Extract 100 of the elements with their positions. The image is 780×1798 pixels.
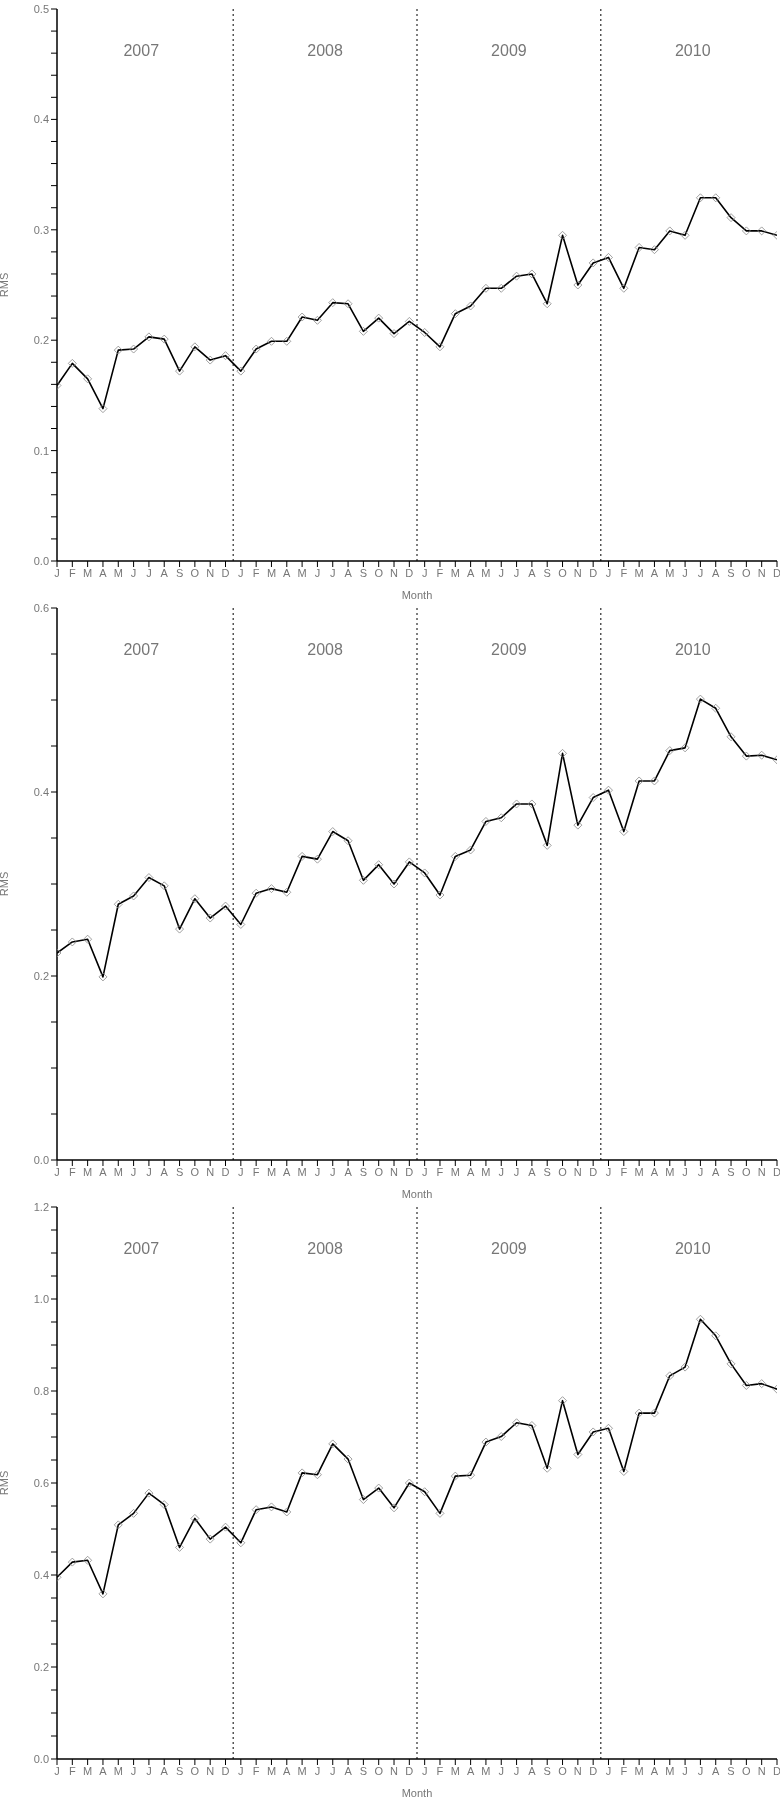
x-tick-label: J [54, 1165, 60, 1178]
x-tick-label: O [374, 1165, 384, 1178]
x-tick-label: J [682, 1165, 688, 1178]
annotation: 2010 [673, 42, 712, 60]
x-tick-label: S [175, 1165, 184, 1178]
x-tick-label: M [266, 566, 277, 579]
x-tick-label: M [481, 1764, 491, 1777]
x-tick-label: N [206, 1165, 215, 1178]
x-tick-label: M [450, 1165, 460, 1178]
x-tick-label: M [297, 1165, 307, 1178]
annotation: 2008 [306, 641, 344, 659]
x-tick-label: D [221, 566, 230, 579]
x-tick-label: F [436, 1764, 444, 1777]
annotation: 2009 [490, 641, 528, 659]
x-tick-label: O [190, 566, 200, 579]
x-tick-label: A [160, 566, 169, 579]
x-tick-label: A [712, 1165, 721, 1178]
x-tick-label: D [589, 1165, 598, 1178]
y-tick-label: 0.2 [33, 334, 49, 347]
x-tick-label: F [252, 1764, 260, 1777]
x-axis-title: Month [401, 1188, 433, 1200]
y-tick-label: 0.3 [33, 223, 49, 236]
x-tick-label: O [374, 1764, 384, 1777]
x-tick-label: S [359, 1764, 368, 1777]
x-tick-label: D [405, 1764, 414, 1777]
x-tick-label: A [528, 566, 537, 579]
x-tick-label: J [54, 566, 60, 579]
x-tick-label: J [421, 566, 428, 579]
x-tick-label: M [83, 1165, 93, 1178]
x-tick-label: J [329, 1165, 336, 1178]
x-tick-label: M [113, 566, 123, 579]
x-tick-label: A [528, 1165, 537, 1178]
y-axis-title: RMS [0, 871, 10, 897]
x-tick-label: M [83, 566, 93, 579]
x-tick-label: M [297, 566, 307, 579]
x-tick-label: J [329, 566, 336, 579]
x-tick-label: O [742, 1165, 752, 1178]
x-tick-label: J [513, 1764, 520, 1777]
x-tick-label: M [450, 1764, 460, 1777]
x-tick-label: A [650, 1165, 659, 1178]
x-tick-label: J [697, 1165, 704, 1178]
x-tick-label: A [466, 566, 475, 579]
x-tick-label: J [697, 566, 704, 579]
x-tick-label: A [99, 566, 108, 579]
x-tick-label: F [620, 566, 628, 579]
y-tick-label: 0.6 [33, 1476, 49, 1489]
x-tick-label: D [773, 566, 780, 579]
x-tick-label: A [283, 566, 292, 579]
x-tick-label: N [757, 1165, 766, 1178]
x-tick-label: J [130, 1764, 137, 1777]
x-tick-label: A [160, 1764, 169, 1777]
x-tick-label: J [238, 1764, 244, 1777]
x-tick-label: M [665, 566, 675, 579]
x-tick-label: N [573, 1165, 582, 1178]
x-tick-label: F [620, 1764, 628, 1777]
x-tick-label: D [773, 1165, 780, 1178]
x-tick-label: F [68, 1764, 76, 1777]
x-tick-label: O [558, 566, 568, 579]
x-tick-label: M [450, 566, 460, 579]
y-tick-label: 1.0 [33, 1292, 49, 1305]
x-tick-label: F [436, 566, 444, 579]
annotation: 2007 [122, 1240, 161, 1258]
x-tick-label: S [543, 1764, 551, 1777]
x-tick-label: O [190, 1165, 200, 1178]
x-tick-label: D [221, 1165, 230, 1178]
x-tick-label: M [665, 1764, 675, 1777]
x-tick-label: A [466, 1165, 475, 1178]
x-tick-label: O [374, 566, 384, 579]
y-tick-label: 0.2 [33, 1660, 49, 1673]
x-tick-label: M [634, 1165, 644, 1178]
x-tick-label: O [558, 1764, 568, 1777]
x-tick-label: J [498, 1165, 505, 1178]
x-tick-label: A [160, 1165, 169, 1178]
x-tick-label: S [727, 566, 735, 579]
x-axis-title: Month [401, 589, 433, 601]
y-axis-title: RMS [0, 1470, 10, 1496]
x-tick-label: J [130, 566, 137, 579]
y-tick-label: 0.6 [33, 601, 49, 614]
x-tick-label: A [712, 1764, 721, 1777]
x-tick-label: M [266, 1764, 277, 1777]
x-tick-label: J [605, 566, 612, 579]
x-tick-label: A [99, 1165, 108, 1178]
x-tick-label: J [697, 1764, 704, 1777]
annotation: 2007 [122, 641, 161, 659]
annotation: 2008 [306, 42, 344, 60]
x-tick-label: D [589, 566, 598, 579]
x-tick-label: S [543, 566, 551, 579]
x-tick-label: J [513, 1165, 520, 1178]
x-tick-label: N [206, 566, 215, 579]
x-tick-label: A [650, 1764, 659, 1777]
annotation: 2007 [122, 42, 161, 60]
x-tick-label: S [727, 1764, 735, 1777]
x-tick-label: S [359, 566, 368, 579]
x-tick-label: J [329, 1764, 336, 1777]
x-tick-label: F [68, 1165, 76, 1178]
y-tick-label: 0.0 [33, 554, 49, 567]
y-tick-label: 0.8 [33, 1384, 49, 1397]
y-axis-title: RMS [0, 272, 10, 298]
x-tick-label: F [436, 1165, 444, 1178]
y-tick-label: 1.2 [33, 1200, 49, 1213]
